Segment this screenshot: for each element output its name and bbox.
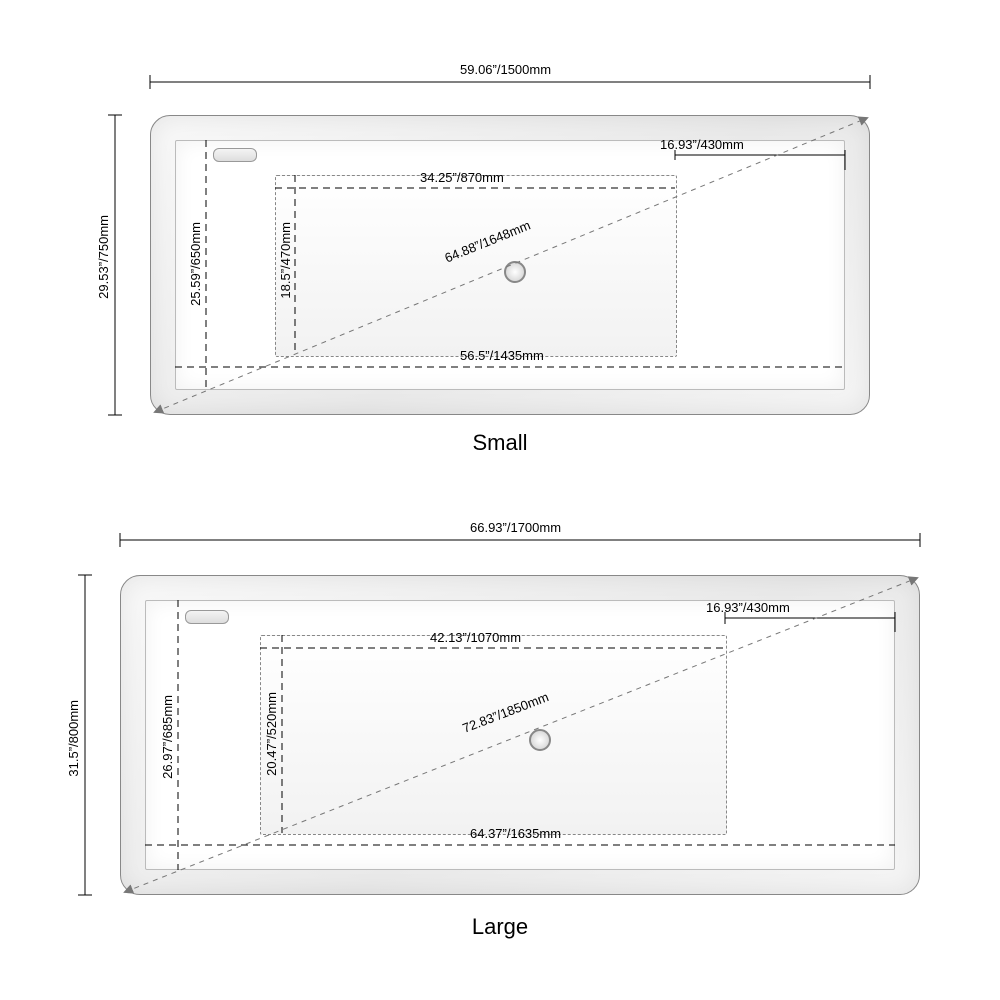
- panel-large: 66.93”/1700mm 31.5”/800mm 26.97”/685mm 2…: [0, 500, 1000, 980]
- dim-basin-width: 42.13”/1070mm: [430, 630, 521, 645]
- dim-basin-height: 20.47”/520mm: [264, 692, 279, 776]
- panel-title: Small: [472, 430, 527, 456]
- dim-outer-height: 29.53”/750mm: [96, 215, 111, 299]
- dim-long-inner: 56.5”/1435mm: [460, 348, 544, 363]
- dim-basin-width: 34.25”/870mm: [420, 170, 504, 185]
- overflow-hole-icon: [185, 610, 229, 624]
- overflow-hole-icon: [213, 148, 257, 162]
- panel-title: Large: [472, 914, 528, 940]
- dim-basin-height: 18.5”/470mm: [278, 222, 293, 299]
- dim-outer-width: 66.93”/1700mm: [470, 520, 561, 535]
- panel-small: 59.06”/1500mm 29.53”/750mm 25.59”/650mm …: [0, 0, 1000, 470]
- dim-long-inner: 64.37”/1635mm: [470, 826, 561, 841]
- dim-shelf-width: 16.93”/430mm: [706, 600, 790, 615]
- tub-basin: [275, 175, 677, 357]
- dim-outer-height: 31.5”/800mm: [66, 700, 81, 777]
- dim-outer-width: 59.06”/1500mm: [460, 62, 551, 77]
- tub-basin: [260, 635, 727, 835]
- dim-inner-height: 26.97”/685mm: [160, 695, 175, 779]
- drain-icon: [504, 261, 526, 283]
- dim-inner-height: 25.59”/650mm: [188, 222, 203, 306]
- dim-shelf-width: 16.93”/430mm: [660, 137, 744, 152]
- drain-icon: [529, 729, 551, 751]
